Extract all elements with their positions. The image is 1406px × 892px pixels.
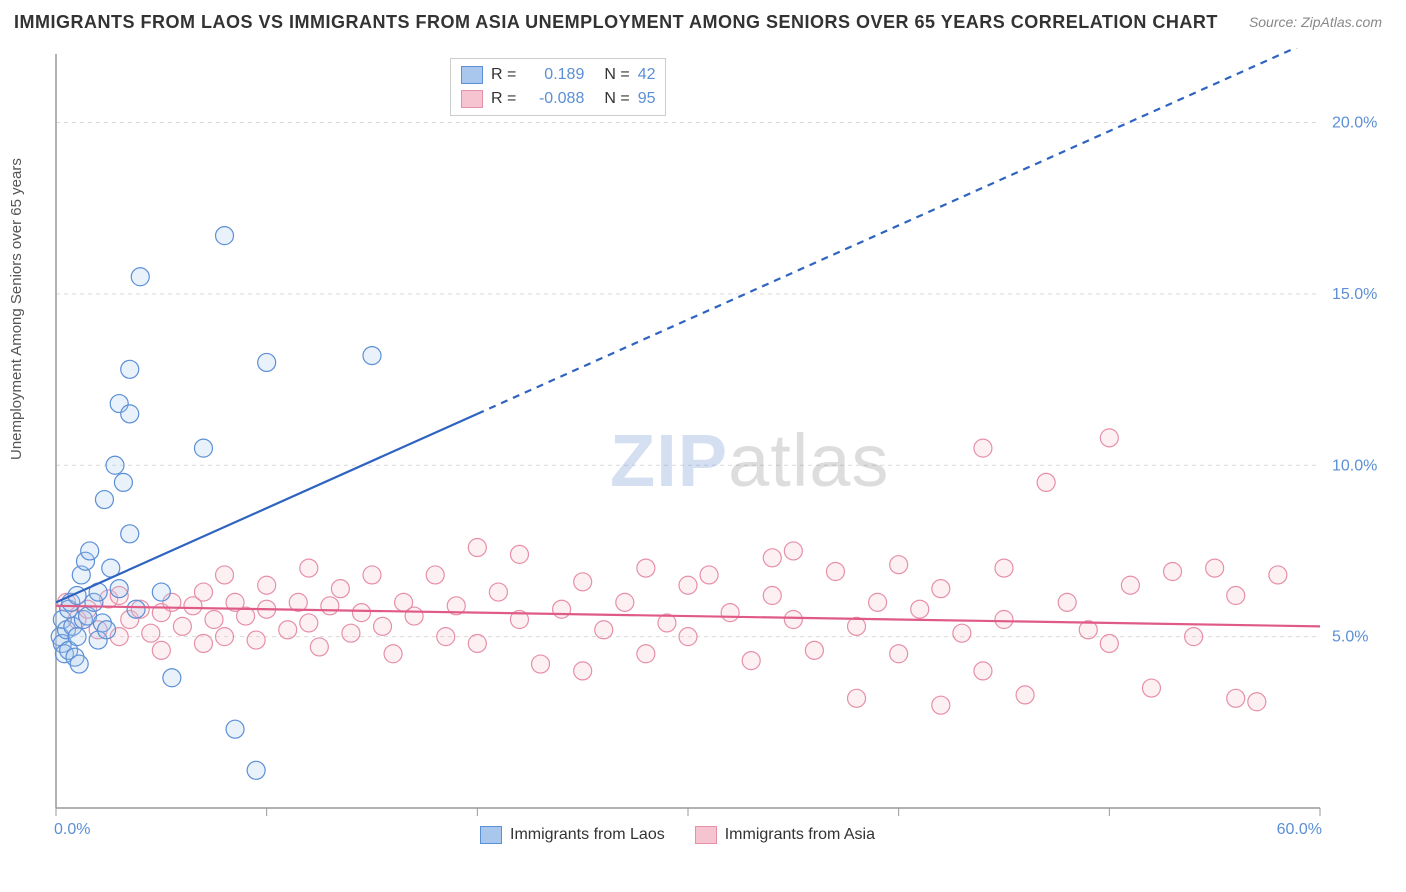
legend-item: Immigrants from Laos bbox=[480, 826, 665, 844]
n-label: N = bbox=[604, 66, 629, 84]
legend-row: R = -0.088 N = 95 bbox=[461, 87, 655, 111]
svg-text:20.0%: 20.0% bbox=[1332, 115, 1377, 132]
svg-text:5.0%: 5.0% bbox=[1332, 629, 1368, 646]
svg-text:60.0%: 60.0% bbox=[1277, 821, 1322, 838]
r-value: 0.189 bbox=[524, 66, 584, 84]
r-label: R = bbox=[491, 90, 516, 108]
scatter-plot: 5.0%10.0%15.0%20.0%0.0%60.0% ZIPatlas R … bbox=[50, 48, 1390, 852]
legend-swatch bbox=[480, 826, 502, 844]
correlation-legend: R = 0.189 N = 42 R = -0.088 N = 95 bbox=[450, 58, 666, 116]
legend-label: Immigrants from Laos bbox=[510, 826, 665, 844]
legend-label: Immigrants from Asia bbox=[725, 826, 875, 844]
svg-text:0.0%: 0.0% bbox=[54, 821, 90, 838]
legend-item: Immigrants from Asia bbox=[695, 826, 875, 844]
legend-swatch bbox=[695, 826, 717, 844]
y-axis-label: Unemployment Among Seniors over 65 years bbox=[8, 158, 25, 460]
n-value: 42 bbox=[638, 66, 656, 84]
series-legend: Immigrants from Laos Immigrants from Asia bbox=[480, 826, 875, 844]
r-value: -0.088 bbox=[524, 90, 584, 108]
svg-text:15.0%: 15.0% bbox=[1332, 286, 1377, 303]
chart-title: IMMIGRANTS FROM LAOS VS IMMIGRANTS FROM … bbox=[14, 12, 1218, 33]
source-label: Source: ZipAtlas.com bbox=[1249, 14, 1382, 30]
n-value: 95 bbox=[638, 90, 656, 108]
legend-row: R = 0.189 N = 42 bbox=[461, 63, 655, 87]
svg-text:10.0%: 10.0% bbox=[1332, 457, 1377, 474]
legend-swatch bbox=[461, 90, 483, 108]
chart-canvas: 5.0% 10.0% 15.0% 20.0% 0.0% 60.0% bbox=[50, 48, 1390, 852]
n-label: N = bbox=[604, 90, 629, 108]
legend-swatch bbox=[461, 66, 483, 84]
r-label: R = bbox=[491, 66, 516, 84]
